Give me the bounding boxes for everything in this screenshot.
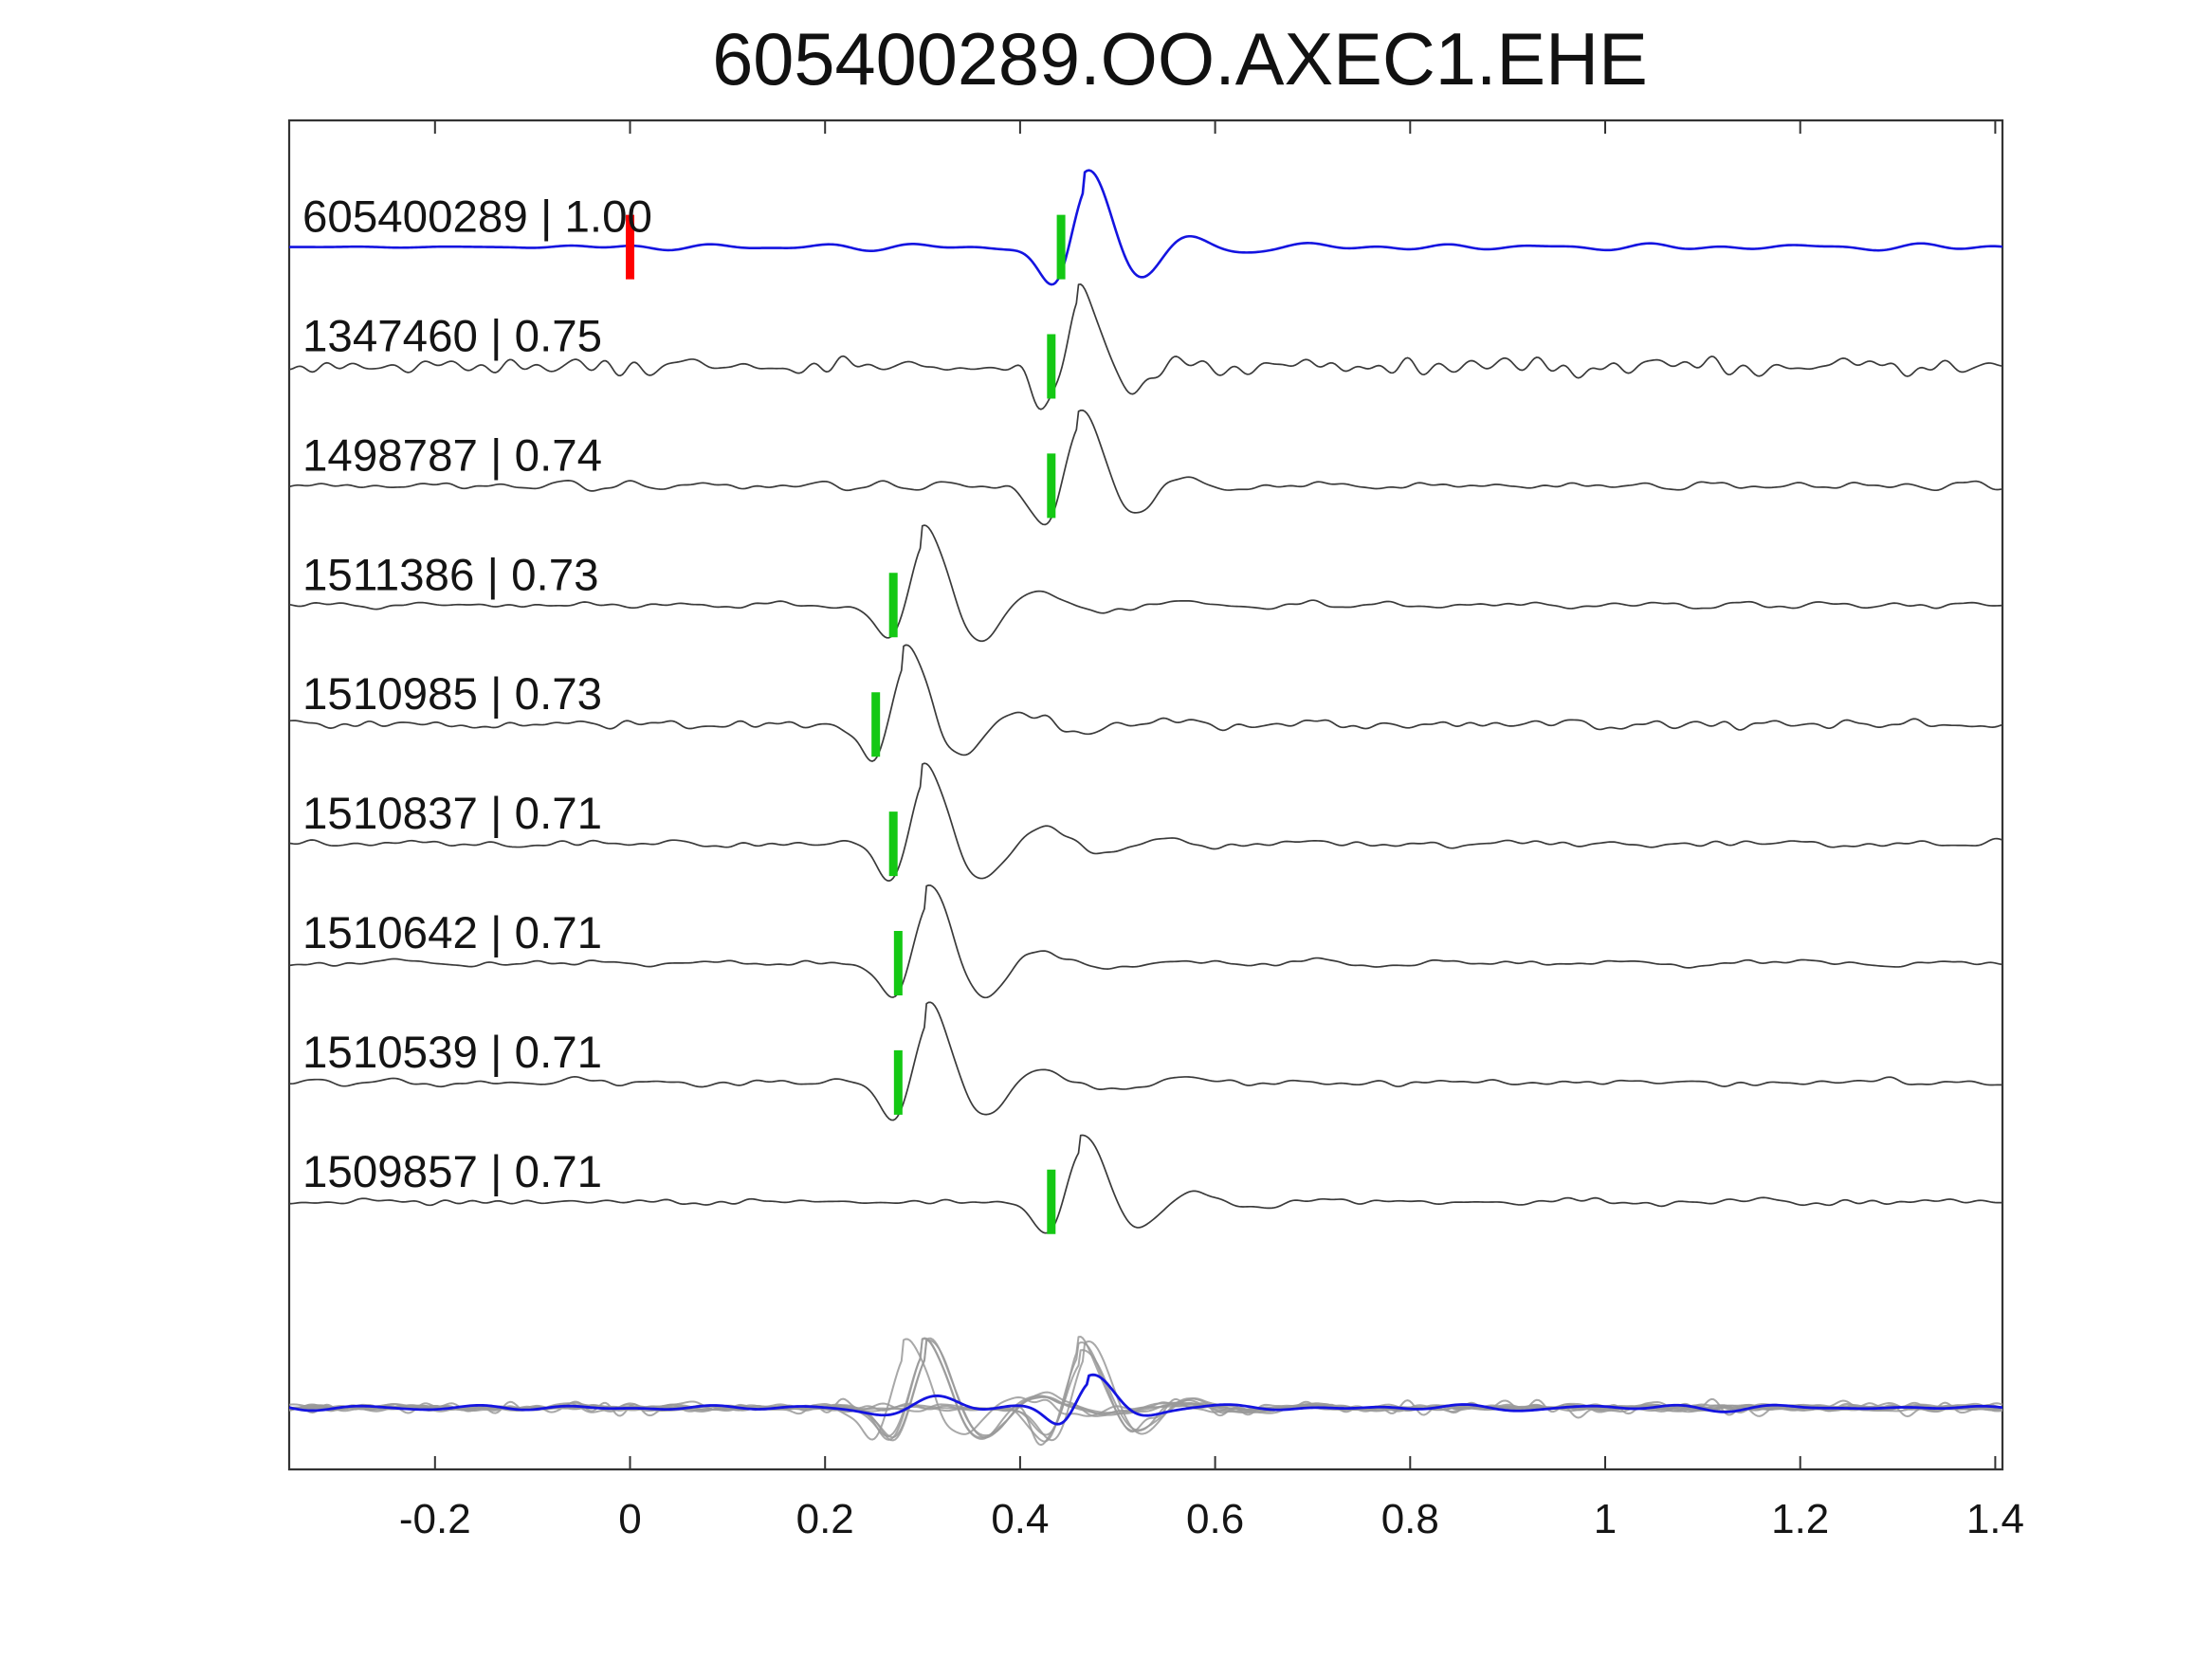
svg-text:1347460 | 0.75: 1347460 | 0.75 <box>302 312 602 362</box>
svg-text:0: 0 <box>618 1496 641 1542</box>
svg-text:1510837 | 0.71: 1510837 | 0.71 <box>302 789 602 839</box>
svg-text:1.4: 1.4 <box>1966 1496 2024 1542</box>
svg-text:1511386 | 0.73: 1511386 | 0.73 <box>302 550 599 600</box>
svg-text:1509857 | 0.71: 1509857 | 0.71 <box>302 1147 602 1197</box>
svg-text:1510985 | 0.73: 1510985 | 0.73 <box>302 669 602 720</box>
svg-text:-0.2: -0.2 <box>399 1496 471 1542</box>
svg-text:0.8: 0.8 <box>1381 1496 1439 1542</box>
svg-text:1498787 | 0.74: 1498787 | 0.74 <box>302 430 602 481</box>
svg-text:1510642 | 0.71: 1510642 | 0.71 <box>302 908 602 958</box>
svg-text:1510539 | 0.71: 1510539 | 0.71 <box>302 1028 602 1078</box>
svg-text:0.6: 0.6 <box>1186 1496 1244 1542</box>
svg-text:605400289 | 1.00: 605400289 | 1.00 <box>302 192 652 243</box>
svg-text:0.2: 0.2 <box>796 1496 854 1542</box>
svg-text:1.2: 1.2 <box>1771 1496 1829 1542</box>
svg-text:0.4: 0.4 <box>991 1496 1049 1542</box>
svg-text:1: 1 <box>1594 1496 1617 1542</box>
